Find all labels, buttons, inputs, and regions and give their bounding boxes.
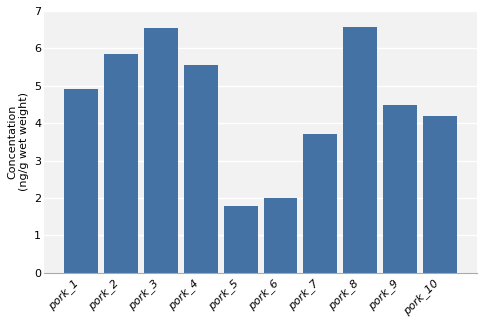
- Bar: [424, 116, 457, 273]
- Bar: [263, 198, 298, 273]
- Bar: [64, 89, 98, 273]
- Bar: [144, 28, 178, 273]
- Bar: [224, 206, 257, 273]
- Bar: [344, 27, 378, 273]
- Bar: [383, 105, 417, 273]
- Bar: [183, 65, 218, 273]
- Bar: [104, 54, 137, 273]
- Bar: [303, 134, 337, 273]
- Y-axis label: Concentation
(ng/g wet weight): Concentation (ng/g wet weight): [7, 92, 29, 191]
